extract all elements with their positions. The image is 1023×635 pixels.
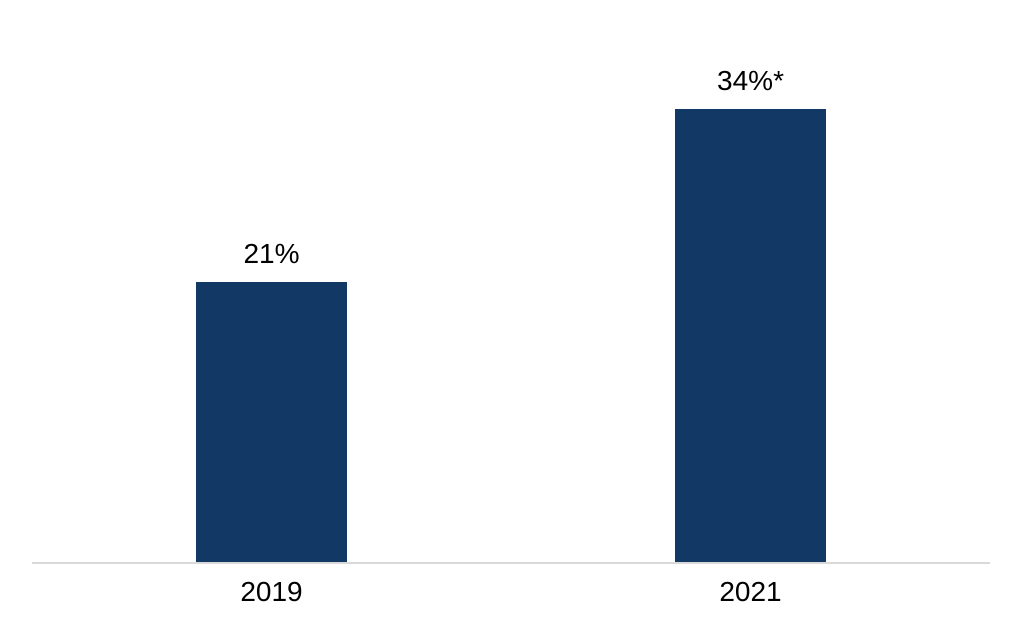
data-label-2019: 21% (243, 238, 300, 269)
x-tick-label-2019: 2019 (240, 576, 303, 607)
category-column-2021: 34%* (511, 2, 990, 562)
x-axis-line (32, 562, 990, 564)
data-label-2021: 34%* (717, 64, 784, 96)
plot-area: 21% 34%* (32, 2, 990, 562)
x-axis-labels: 2019 2021 (32, 576, 990, 608)
bar-2019 (196, 282, 347, 562)
category-column-2019: 21% (32, 2, 511, 562)
x-tick-label-2021: 2021 (719, 576, 782, 607)
bar-2021 (675, 108, 826, 562)
